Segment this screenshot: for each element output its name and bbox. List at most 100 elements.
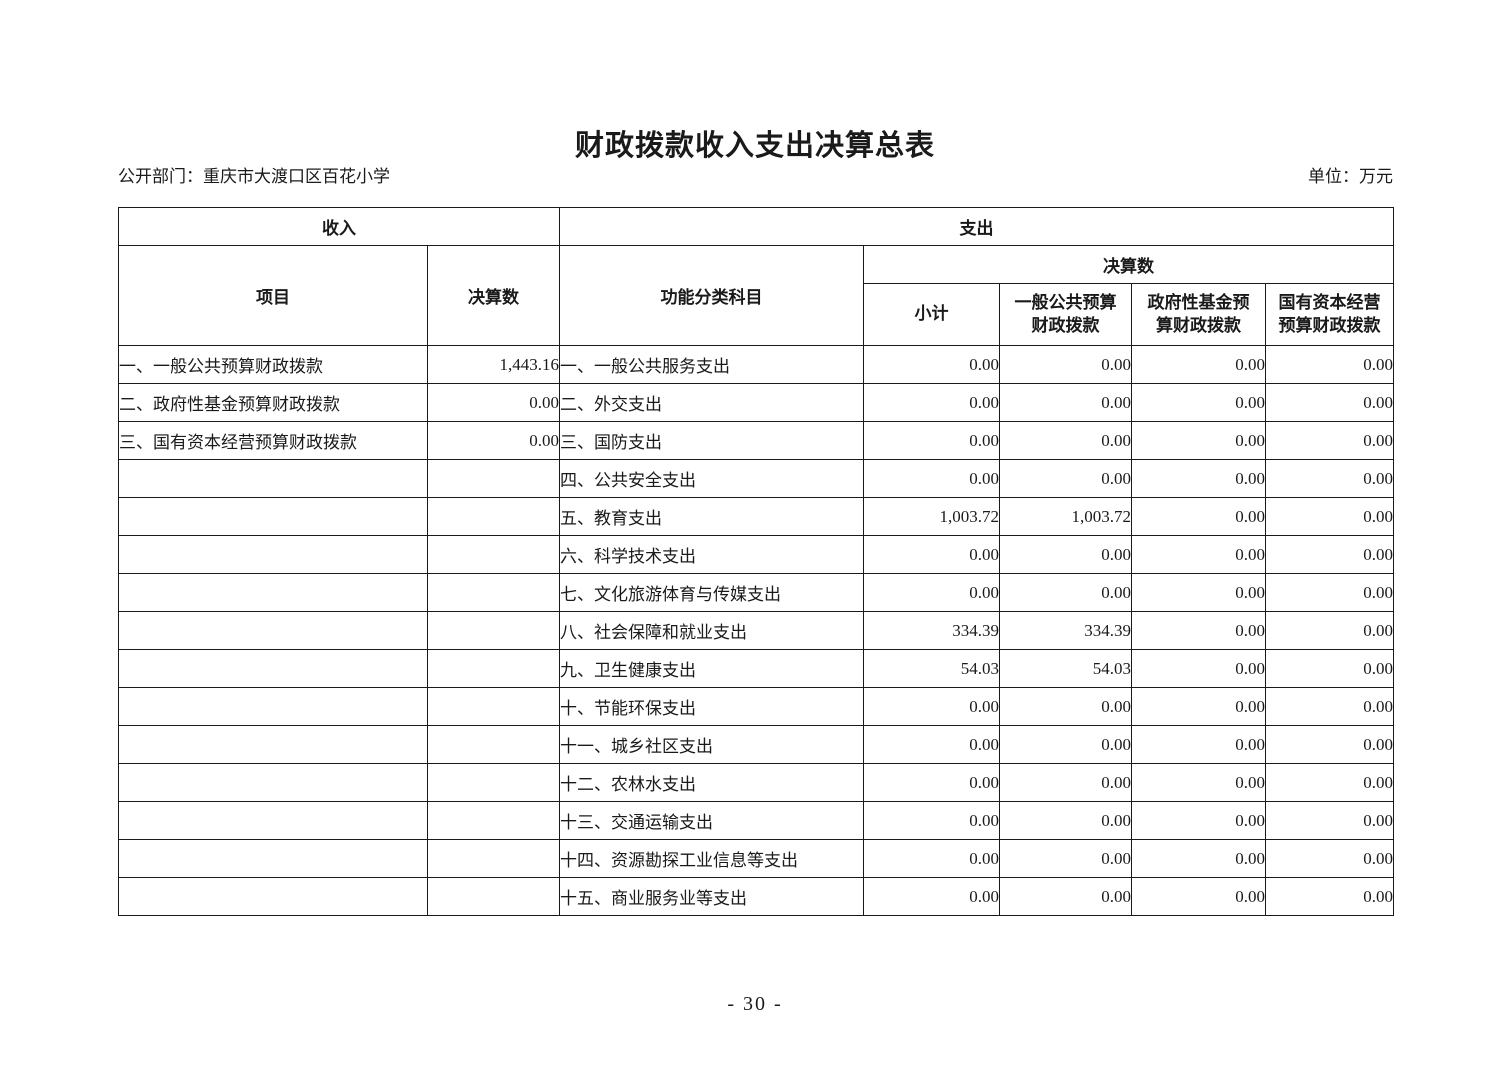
state-capital-header: 国有资本经营 预算财政拨款 xyxy=(1265,283,1394,346)
expense-state-capital-cell: 0.00 xyxy=(1265,497,1394,536)
expense-state-capital-cell: 0.00 xyxy=(1265,611,1394,650)
header-row-subcolumns: 小计 一般公共预算 财政拨款 政府性基金预 算财政拨款 国有资本经营 预算财政拨… xyxy=(119,283,1394,346)
table-row: 十三、交通运输支出 0.00 0.00 0.00 0.00 xyxy=(118,801,1394,840)
income-item-cell xyxy=(118,763,428,802)
income-value-cell xyxy=(427,497,560,536)
expense-state-capital-cell: 0.00 xyxy=(1265,649,1394,688)
income-item-cell: 三、国有资本经营预算财政拨款 xyxy=(118,421,428,460)
table-row: 八、社会保障和就业支出 334.39 334.39 0.00 0.00 xyxy=(118,611,1394,650)
income-value-cell xyxy=(427,839,560,878)
expense-item-cell: 三、国防支出 xyxy=(559,421,864,460)
expense-general-budget-cell: 0.00 xyxy=(999,573,1132,612)
table-row: 一、一般公共预算财政拨款 1,443.16 一、一般公共服务支出 0.00 0.00 0.… xyxy=(118,345,1394,384)
budget-table: 收入 支出 项目 决算数 功能分类科目 决算数 小计 一般公共预算 财政拨款 政… xyxy=(118,207,1394,916)
expense-subtotal-cell: 0.00 xyxy=(863,801,1000,840)
expense-state-capital-cell: 0.00 xyxy=(1265,801,1394,840)
table-row: 四、公共安全支出 0.00 0.00 0.00 0.00 xyxy=(118,459,1394,498)
income-item-cell xyxy=(118,877,428,916)
expense-state-capital-cell: 0.00 xyxy=(1265,383,1394,422)
functional-subject-header: 功能分类科目 xyxy=(559,245,864,346)
expense-item-cell: 八、社会保障和就业支出 xyxy=(559,611,864,650)
table-row: 五、教育支出 1,003.72 1,003.72 0.00 0.00 xyxy=(118,497,1394,536)
income-item-header: 项目 xyxy=(118,245,428,346)
income-item-cell xyxy=(118,497,428,536)
expense-item-cell: 十四、资源勘探工业信息等支出 xyxy=(559,839,864,878)
expense-state-capital-cell: 0.00 xyxy=(1265,725,1394,764)
income-value-cell xyxy=(427,877,560,916)
expense-item-cell: 九、卫生健康支出 xyxy=(559,649,864,688)
expense-item-cell: 六、科学技术支出 xyxy=(559,535,864,574)
expense-gov-fund-cell: 0.00 xyxy=(1131,839,1266,878)
income-value-cell xyxy=(427,459,560,498)
table-row: 七、文化旅游体育与传媒支出 0.00 0.00 0.00 0.00 xyxy=(118,573,1394,612)
header-row-groups: 项目 决算数 功能分类科目 决算数 xyxy=(118,245,1394,346)
expense-gov-fund-cell: 0.00 xyxy=(1131,687,1266,726)
income-value-cell xyxy=(427,573,560,612)
expense-item-cell: 五、教育支出 xyxy=(559,497,864,536)
expense-gov-fund-cell: 0.00 xyxy=(1131,801,1266,840)
expense-gov-fund-cell: 0.00 xyxy=(1131,725,1266,764)
expense-subtotal-cell: 0.00 xyxy=(863,763,1000,802)
expense-general-budget-cell: 0.00 xyxy=(999,877,1132,916)
expense-section-header: 支出 xyxy=(559,207,1394,246)
table-row: 二、政府性基金预算财政拨款 0.00 二、外交支出 0.00 0.00 0.00 0.00 xyxy=(118,383,1394,422)
expense-subtotal-cell: 0.00 xyxy=(863,459,1000,498)
meta-row: 公开部门：重庆市大渡口区百花小学 单位：万元 xyxy=(118,162,1393,187)
expense-item-cell: 四、公共安全支出 xyxy=(559,459,864,498)
page-number: - 30 - xyxy=(727,993,783,1015)
expense-subtotal-cell: 0.00 xyxy=(863,725,1000,764)
expense-subtotal-cell: 0.00 xyxy=(863,877,1000,916)
expense-gov-fund-cell: 0.00 xyxy=(1131,421,1266,460)
income-item-cell xyxy=(118,459,428,498)
income-value-cell xyxy=(427,687,560,726)
expense-state-capital-cell: 0.00 xyxy=(1265,839,1394,878)
expense-state-capital-cell: 0.00 xyxy=(1265,763,1394,802)
income-item-cell xyxy=(118,649,428,688)
income-value-cell xyxy=(427,763,560,802)
expense-item-cell: 十、节能环保支出 xyxy=(559,687,864,726)
table-row: 六、科学技术支出 0.00 0.00 0.00 0.00 xyxy=(118,535,1394,574)
expense-subtotal-cell: 54.03 xyxy=(863,649,1000,688)
expense-item-cell: 二、外交支出 xyxy=(559,383,864,422)
income-final-amount-header: 决算数 xyxy=(427,245,560,346)
expense-item-cell: 十二、农林水支出 xyxy=(559,763,864,802)
table-row: 九、卫生健康支出 54.03 54.03 0.00 0.00 xyxy=(118,649,1394,688)
expense-gov-fund-cell: 0.00 xyxy=(1131,573,1266,612)
expense-general-budget-cell: 0.00 xyxy=(999,459,1132,498)
expense-subtotal-cell: 0.00 xyxy=(863,535,1000,574)
income-value-cell: 1,443.16 xyxy=(427,345,560,384)
income-item-cell xyxy=(118,611,428,650)
expense-general-budget-cell: 0.00 xyxy=(999,839,1132,878)
table-row: 十、节能环保支出 0.00 0.00 0.00 0.00 xyxy=(118,687,1394,726)
expense-subtotal-cell: 0.00 xyxy=(863,687,1000,726)
expense-gov-fund-cell: 0.00 xyxy=(1131,611,1266,650)
table-row: 十二、农林水支出 0.00 0.00 0.00 0.00 xyxy=(118,763,1394,802)
expense-state-capital-cell: 0.00 xyxy=(1265,459,1394,498)
expense-general-budget-cell: 0.00 xyxy=(999,535,1132,574)
income-item-cell xyxy=(118,687,428,726)
expense-gov-fund-cell: 0.00 xyxy=(1131,535,1266,574)
expense-gov-fund-cell: 0.00 xyxy=(1131,763,1266,802)
income-value-cell xyxy=(427,649,560,688)
department-label: 公开部门：重庆市大渡口区百花小学 xyxy=(118,167,390,186)
table-row: 十四、资源勘探工业信息等支出 0.00 0.00 0.00 0.00 xyxy=(118,839,1394,878)
expense-state-capital-cell: 0.00 xyxy=(1265,535,1394,574)
expense-general-budget-cell: 0.00 xyxy=(999,801,1132,840)
income-value-cell xyxy=(427,725,560,764)
expense-general-budget-cell: 0.00 xyxy=(999,383,1132,422)
income-item-cell xyxy=(118,535,428,574)
income-item-cell xyxy=(118,839,428,878)
expense-state-capital-cell: 0.00 xyxy=(1265,573,1394,612)
general-budget-header: 一般公共预算 财政拨款 xyxy=(999,283,1132,346)
expense-subtotal-cell: 0.00 xyxy=(863,421,1000,460)
expense-final-amount-header: 决算数 xyxy=(863,245,1394,284)
unit-label: 单位：万元 xyxy=(1308,167,1393,186)
expense-general-budget-cell: 0.00 xyxy=(999,421,1132,460)
income-item-cell xyxy=(118,573,428,612)
income-value-cell: 0.00 xyxy=(427,421,560,460)
expense-gov-fund-cell: 0.00 xyxy=(1131,649,1266,688)
expense-general-budget-cell: 1,003.72 xyxy=(999,497,1132,536)
expense-item-cell: 十一、城乡社区支出 xyxy=(559,725,864,764)
income-section-header: 收入 xyxy=(118,207,560,246)
